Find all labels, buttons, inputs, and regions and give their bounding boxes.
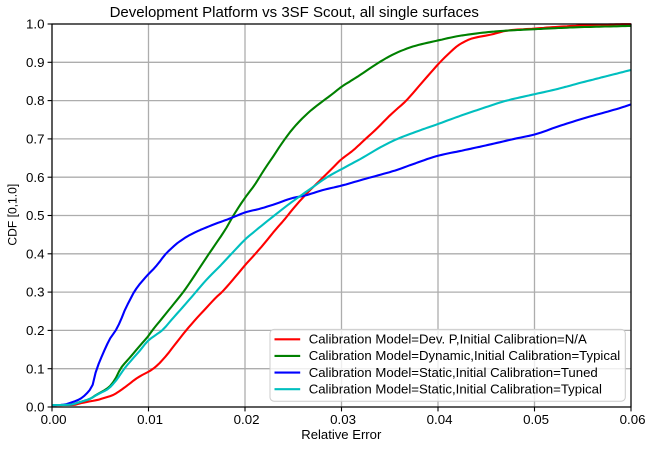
svg-text:0.4: 0.4 xyxy=(26,246,45,261)
svg-text:0.00: 0.00 xyxy=(41,412,67,427)
svg-text:0.2: 0.2 xyxy=(26,323,45,338)
svg-text:Calibration Model=Static,Initi: Calibration Model=Static,Initial Calibra… xyxy=(309,382,602,397)
svg-text:0.7: 0.7 xyxy=(26,132,45,147)
svg-text:0.03: 0.03 xyxy=(330,412,356,427)
svg-text:CDF [0,1.0]: CDF [0,1.0] xyxy=(6,184,20,246)
svg-text:0.02: 0.02 xyxy=(234,412,260,427)
svg-text:Calibration Model=Static,Initi: Calibration Model=Static,Initial Calibra… xyxy=(309,365,598,380)
svg-text:Calibration Model=Dynamic,Init: Calibration Model=Dynamic,Initial Calibr… xyxy=(309,348,621,363)
svg-text:0.01: 0.01 xyxy=(137,412,163,427)
svg-text:0.06: 0.06 xyxy=(620,412,646,427)
svg-text:1.0: 1.0 xyxy=(26,17,45,32)
svg-text:Calibration Model=Dev. P,Initi: Calibration Model=Dev. P,Initial Calibra… xyxy=(309,332,587,347)
svg-text:0.5: 0.5 xyxy=(26,208,45,223)
svg-text:0.9: 0.9 xyxy=(26,55,45,70)
svg-text:0.05: 0.05 xyxy=(523,412,549,427)
svg-text:Relative Error: Relative Error xyxy=(301,427,382,442)
svg-text:0.6: 0.6 xyxy=(26,170,45,185)
svg-text:0.1: 0.1 xyxy=(26,361,45,376)
svg-text:0.3: 0.3 xyxy=(26,285,45,300)
svg-text:Development Platform vs 3SF Sc: Development Platform vs 3SF Scout, all s… xyxy=(110,4,479,21)
svg-text:0.0: 0.0 xyxy=(26,400,45,415)
svg-text:0.04: 0.04 xyxy=(427,412,453,427)
svg-text:0.8: 0.8 xyxy=(26,93,45,108)
